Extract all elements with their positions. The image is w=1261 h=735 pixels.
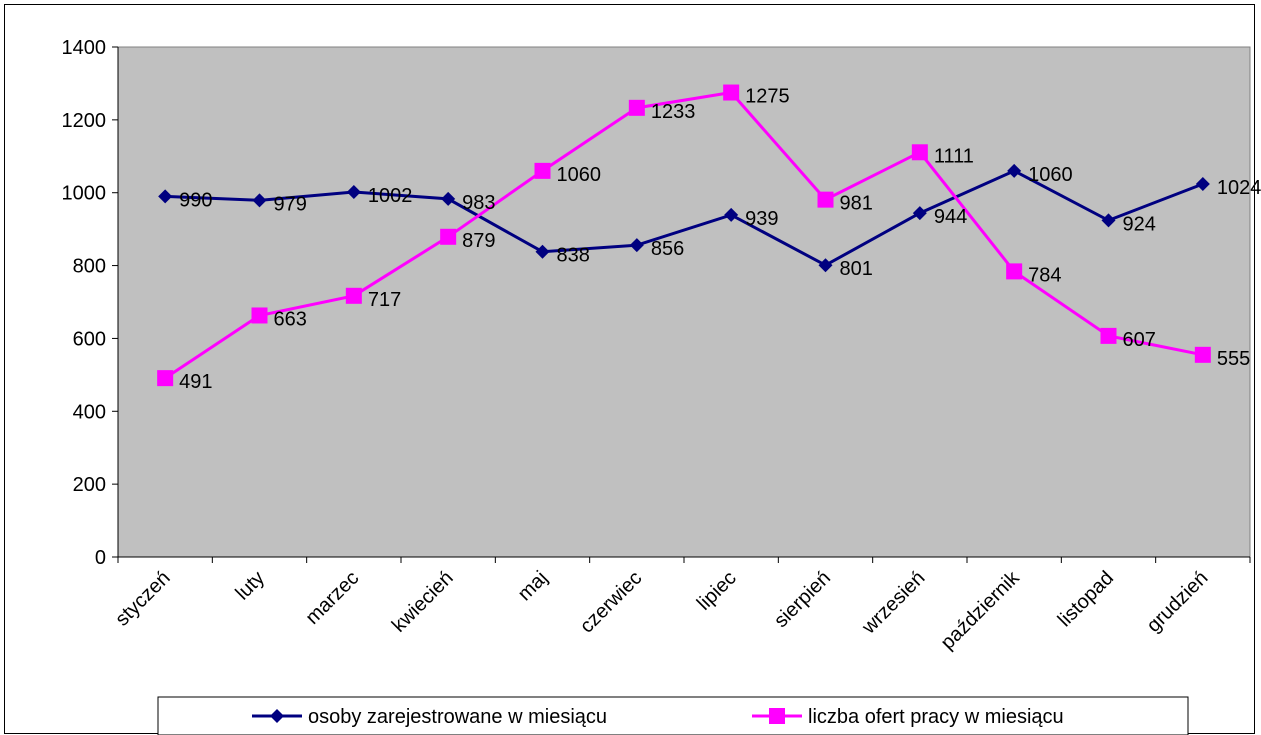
data-label: 1060	[1028, 164, 1073, 186]
data-label: 981	[840, 193, 873, 215]
legend-label: liczba ofert pracy w miesiącu	[808, 706, 1064, 728]
data-point-diamond	[346, 184, 361, 199]
y-tick-label: 1200	[62, 110, 107, 132]
data-label: 784	[1028, 264, 1061, 286]
data-point-square	[911, 144, 928, 161]
series-2	[157, 84, 1211, 387]
data-label: 990	[179, 189, 212, 211]
x-tick-label: czerwiec	[576, 567, 647, 638]
x-axis: styczeń luty marzec kwiecień maj czerwiec lipi…	[111, 556, 1251, 654]
series-1	[158, 163, 1210, 273]
data-label: 944	[934, 206, 967, 228]
x-tick-label: marzec	[301, 567, 363, 629]
data-label: 663	[274, 308, 307, 330]
data-point-diamond	[1007, 163, 1022, 178]
legend: osoby zarejestrowane w miesiącu liczba of…	[157, 696, 1189, 735]
data-label: 491	[179, 371, 212, 393]
data-point-diamond	[724, 207, 739, 222]
legend-box	[157, 696, 1189, 735]
data-label: 979	[274, 193, 307, 215]
x-tick-label: kwiecień	[388, 567, 458, 637]
data-point-square	[723, 84, 740, 101]
x-tick-label: sierpień	[770, 567, 835, 632]
data-point-square	[534, 162, 551, 179]
data-label: 1002	[368, 185, 413, 207]
data-point-square	[817, 191, 834, 208]
data-point-diamond	[629, 238, 644, 253]
data-point-diamond	[1195, 176, 1210, 191]
data-label: 801	[840, 258, 873, 280]
legend-marker-square	[769, 708, 785, 724]
plot-area	[117, 46, 1251, 558]
y-tick-label: 600	[73, 328, 106, 350]
data-label: 879	[462, 230, 495, 252]
data-point-square	[1194, 346, 1211, 363]
data-point-square	[440, 228, 457, 245]
data-label: 838	[557, 245, 590, 267]
legend-marker-diamond	[270, 709, 284, 723]
series-line	[164, 90, 1204, 380]
y-axis: 0 200 400 600 800 1000 1200 1400	[62, 37, 119, 569]
x-tick-label: luty	[231, 567, 269, 605]
x-tick-label: styczeń	[111, 567, 175, 631]
x-tick-label: listopad	[1054, 567, 1118, 631]
data-label: 856	[651, 238, 684, 260]
series-line	[165, 169, 1204, 267]
y-tick-label: 400	[73, 401, 106, 423]
x-tick-label: grudzień	[1143, 567, 1213, 637]
y-tick-label: 1000	[62, 183, 107, 205]
data-point-diamond	[252, 193, 267, 208]
y-tick-label: 800	[73, 256, 106, 278]
data-label: 924	[1123, 213, 1156, 235]
data-point-square	[628, 99, 645, 116]
data-point-square	[157, 370, 174, 387]
data-point-diamond	[441, 191, 456, 206]
data-label: 555	[1217, 348, 1250, 370]
data-point-diamond	[1101, 213, 1116, 228]
data-label: 1060	[557, 164, 602, 186]
data-label: 607	[1123, 329, 1156, 351]
data-point-diamond	[818, 258, 833, 273]
data-labels: 990 979 1002 983 838 856 939 801 944 1060 924 1024 4…	[179, 86, 1261, 394]
data-label: 983	[462, 192, 495, 214]
y-tick-label: 0	[95, 547, 106, 569]
data-label: 1111	[934, 145, 974, 167]
data-point-square	[345, 287, 362, 304]
x-tick-label: maj	[514, 567, 552, 605]
data-label: 1275	[745, 86, 790, 108]
x-tick-label: wrzesień	[857, 567, 929, 639]
data-point-square	[1006, 263, 1023, 280]
y-tick-label: 200	[73, 474, 106, 496]
data-point-square	[251, 307, 268, 324]
x-tick-label: lipiec	[693, 567, 741, 615]
data-point-square	[1100, 327, 1117, 344]
data-point-diamond	[158, 189, 173, 204]
series-layer	[157, 84, 1211, 387]
data-point-diamond	[535, 244, 550, 259]
data-label: 1024	[1217, 177, 1261, 199]
x-tick-label: październik	[937, 566, 1025, 654]
data-label: 939	[745, 208, 778, 230]
data-point-diamond	[912, 206, 927, 221]
y-tick-label: 1400	[62, 37, 107, 59]
data-label: 1233	[651, 101, 696, 123]
legend-label: osoby zarejestrowane w miesiącu	[308, 706, 607, 728]
data-label: 717	[368, 289, 401, 311]
